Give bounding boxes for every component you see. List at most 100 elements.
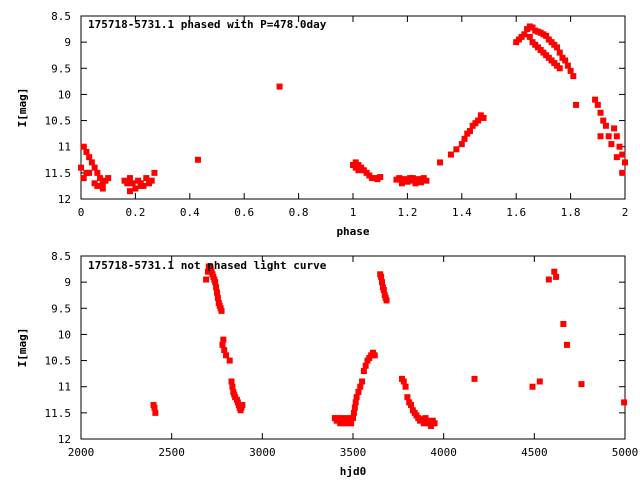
data-point — [563, 341, 570, 348]
data-point — [427, 422, 434, 429]
data-point — [458, 141, 465, 148]
data-point — [529, 383, 536, 390]
x-tick-label: 2 — [622, 206, 629, 219]
data-point — [360, 368, 367, 375]
data-point — [78, 164, 84, 171]
data-point — [543, 32, 550, 39]
x-tick-label: 0 — [78, 206, 85, 219]
data-point — [526, 33, 533, 40]
data-point — [99, 185, 106, 192]
data-point — [431, 420, 438, 427]
data-point — [545, 276, 552, 283]
data-point — [379, 279, 386, 286]
data-point — [613, 154, 620, 161]
data-point — [239, 402, 246, 409]
data-point — [404, 178, 411, 185]
data-point — [400, 378, 407, 385]
data-point — [597, 133, 604, 140]
data-point — [88, 159, 95, 166]
data-point — [562, 57, 569, 64]
chart-title: 175718-5731.1 phased with P=478.0day — [88, 18, 327, 31]
data-point — [573, 101, 580, 108]
data-point — [605, 133, 612, 140]
plot-frame — [80, 15, 626, 200]
data-point — [570, 73, 577, 80]
data-point — [86, 154, 93, 161]
data-point — [466, 128, 473, 135]
data-point — [564, 62, 571, 69]
data-point — [475, 117, 482, 124]
x-tick-label: 5000 — [612, 446, 639, 459]
data-point — [194, 156, 201, 163]
data-point — [348, 420, 355, 427]
data-point — [355, 388, 362, 395]
data-point — [350, 415, 356, 422]
chart-title: 175718-5731.1 not phased light curve — [88, 259, 327, 272]
data-point — [418, 416, 425, 423]
data-point — [218, 307, 225, 314]
data-point — [556, 49, 563, 56]
x-axis-label: hjd0 — [340, 465, 367, 478]
x-tick-label: 1.6 — [506, 206, 526, 219]
data-point — [415, 176, 422, 183]
data-point — [521, 31, 528, 38]
data-point — [226, 357, 233, 364]
y-axis-label: I[mag] — [16, 328, 29, 368]
data-point — [556, 65, 563, 72]
data-point — [536, 378, 543, 385]
data-point — [335, 415, 342, 422]
x-tick-label: 2000 — [68, 446, 95, 459]
data-point — [126, 175, 133, 182]
data-point — [129, 180, 136, 187]
data-point — [148, 177, 155, 184]
data-point — [600, 117, 607, 124]
data-point — [404, 394, 411, 401]
data-point — [621, 399, 628, 406]
data-point — [594, 101, 601, 108]
y-tick-label: 10.5 — [45, 355, 72, 368]
data-point — [229, 383, 236, 390]
data-point — [437, 159, 444, 166]
y-tick-label: 11.5 — [45, 407, 72, 420]
data-point — [152, 409, 159, 416]
data-point — [553, 273, 560, 280]
x-tick-label: 2500 — [158, 446, 185, 459]
data-point — [420, 420, 427, 427]
data-point — [408, 402, 415, 409]
x-tick-label: 1.4 — [452, 206, 472, 219]
x-tick-label: 1 — [350, 206, 357, 219]
y-tick-label: 8.5 — [51, 250, 71, 263]
data-point — [371, 352, 378, 359]
data-point — [398, 180, 405, 187]
data-point — [471, 375, 478, 382]
data-point — [223, 352, 230, 359]
data-point — [619, 151, 626, 158]
data-point — [362, 362, 369, 369]
data-point — [461, 135, 468, 142]
data-point — [402, 383, 409, 390]
x-tick-label: 0.6 — [234, 206, 254, 219]
data-point — [380, 286, 387, 293]
x-tick-label: 4500 — [521, 446, 548, 459]
data-point — [352, 399, 359, 406]
data-point — [602, 122, 609, 129]
data-point — [611, 125, 618, 132]
data-point — [221, 347, 228, 354]
data-point — [228, 378, 235, 385]
data-point — [151, 169, 158, 176]
data-point — [453, 146, 460, 153]
data-point — [418, 179, 424, 186]
phased-light-curve-panel: 8.5 9 9.5 10 10.5 11 11.5 12 0 0.2 0.4 0.6 0.8 1 1.2 1.… — [16, 10, 628, 238]
y-tick-label: 10 — [58, 328, 71, 341]
y-tick-label: 11 — [58, 141, 71, 154]
data-point — [143, 175, 150, 182]
y-tick-label: 11.5 — [45, 167, 72, 180]
x-tick-label: 1.8 — [561, 206, 581, 219]
y-tick-label: 10.5 — [45, 115, 72, 128]
data-point — [351, 404, 358, 411]
data-point — [151, 404, 158, 411]
data-point — [597, 109, 604, 116]
data-point — [213, 284, 220, 291]
data-point — [480, 114, 487, 121]
